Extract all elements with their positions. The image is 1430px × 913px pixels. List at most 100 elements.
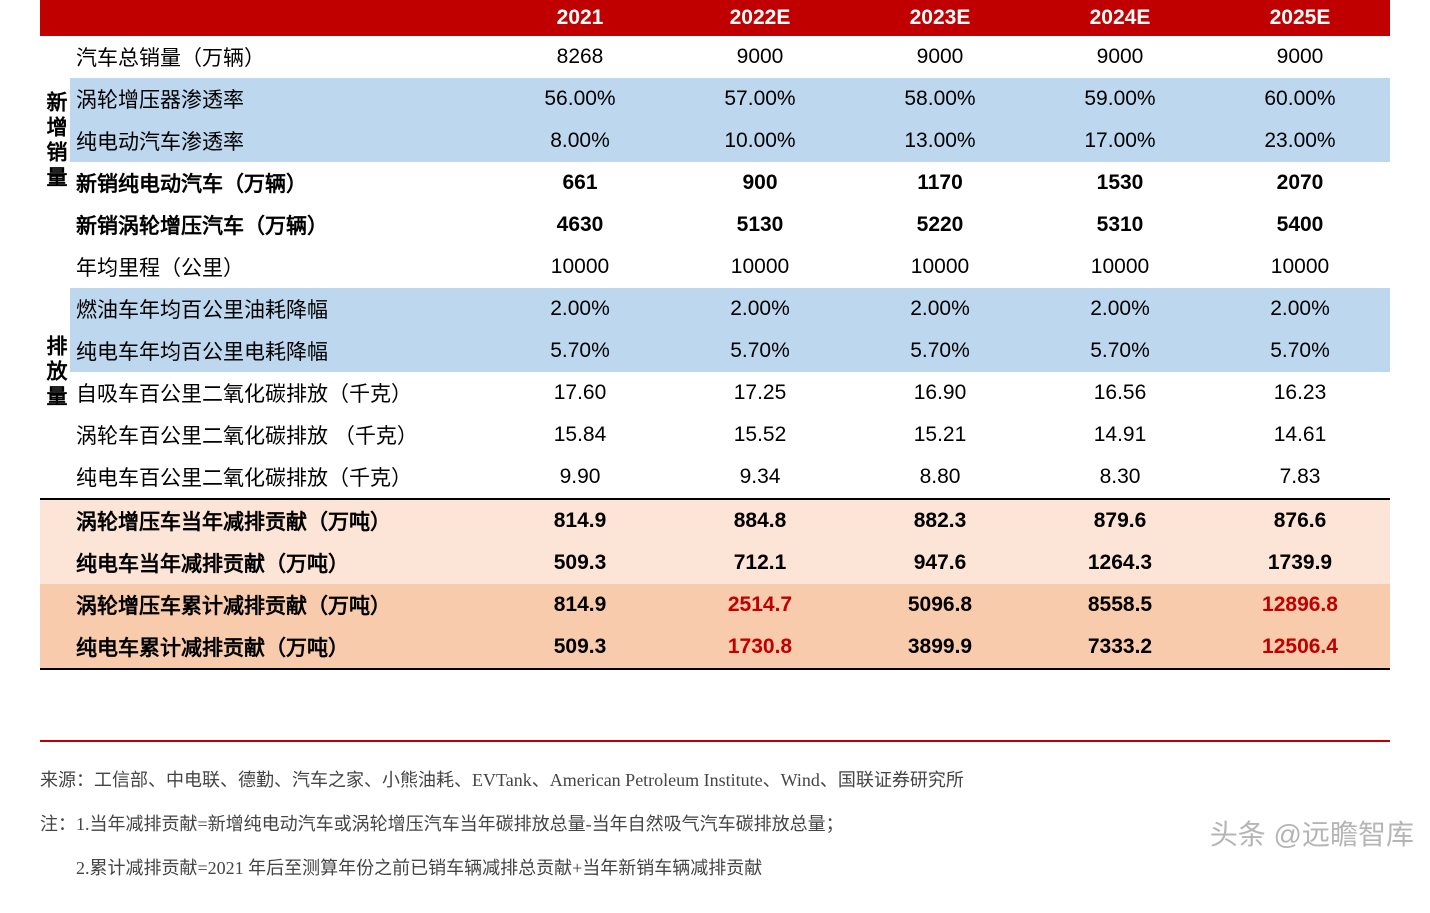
cell-value: 5096.8 — [850, 584, 1030, 626]
metric-label: 汽车总销量（万辆） — [70, 36, 490, 78]
table-row: 涡轮车百公里二氧化碳排放 （千克）15.8415.5215.2114.9114.… — [40, 414, 1390, 456]
metric-label: 年均里程（公里） — [70, 246, 490, 288]
table-row: 涡轮增压车当年减排贡献（万吨）814.9884.8882.3879.6876.6 — [40, 499, 1390, 542]
cell-value: 5.70% — [670, 330, 850, 372]
cell-value: 7333.2 — [1030, 626, 1210, 669]
metric-label: 自吸车百公里二氧化碳排放（千克） — [70, 372, 490, 414]
table-row: 新销涡轮增压汽车（万辆）46305130522053105400 — [40, 204, 1390, 246]
cell-value: 2514.7 — [670, 584, 850, 626]
cell-value: 9000 — [850, 36, 1030, 78]
header-year: 2022E — [670, 0, 850, 36]
note-2: 2.累计减排贡献=2021 年后至测算年份之前已销车辆减排总贡献+当年新销车辆减… — [40, 854, 1390, 880]
metric-label: 纯电车年均百公里电耗降幅 — [70, 330, 490, 372]
table-row: 排放量年均里程（公里）1000010000100001000010000 — [40, 246, 1390, 288]
cell-value: 10000 — [850, 246, 1030, 288]
cell-value: 947.6 — [850, 542, 1030, 584]
cell-value: 814.9 — [490, 499, 670, 542]
table-row: 涡轮增压器渗透率56.00%57.00%58.00%59.00%60.00% — [40, 78, 1390, 120]
metric-label: 涡轮车百公里二氧化碳排放 （千克） — [70, 414, 490, 456]
metric-label: 新销纯电动汽车（万辆） — [70, 162, 490, 204]
cell-value: 15.52 — [670, 414, 850, 456]
cell-value: 15.84 — [490, 414, 670, 456]
cell-value: 3899.9 — [850, 626, 1030, 669]
cell-value: 1530 — [1030, 162, 1210, 204]
cell-value: 882.3 — [850, 499, 1030, 542]
cell-value: 57.00% — [670, 78, 850, 120]
metric-label: 纯电动汽车渗透率 — [70, 120, 490, 162]
cell-value: 8268 — [490, 36, 670, 78]
cell-value: 2.00% — [670, 288, 850, 330]
cell-value: 56.00% — [490, 78, 670, 120]
cell-value: 5.70% — [1210, 330, 1390, 372]
cell-value: 900 — [670, 162, 850, 204]
table-row: 纯电车累计减排贡献（万吨）509.31730.83899.97333.21250… — [40, 626, 1390, 669]
cell-value: 5.70% — [850, 330, 1030, 372]
cell-value: 8558.5 — [1030, 584, 1210, 626]
cell-value: 60.00% — [1210, 78, 1390, 120]
cell-value: 17.25 — [670, 372, 850, 414]
cell-value: 1739.9 — [1210, 542, 1390, 584]
data-table: 2021 2022E 2023E 2024E 2025E 新增销量汽车总销量（万… — [40, 0, 1390, 670]
table-header-row: 2021 2022E 2023E 2024E 2025E — [40, 0, 1390, 36]
cell-value: 9000 — [1210, 36, 1390, 78]
cell-value: 2.00% — [490, 288, 670, 330]
cell-value: 12896.8 — [1210, 584, 1390, 626]
cell-value: 9.34 — [670, 456, 850, 499]
cell-value: 1170 — [850, 162, 1030, 204]
metric-label: 涡轮增压车当年减排贡献（万吨） — [70, 499, 490, 542]
cell-value: 58.00% — [850, 78, 1030, 120]
cell-value: 2.00% — [1210, 288, 1390, 330]
cell-value: 1264.3 — [1030, 542, 1210, 584]
cell-value: 14.61 — [1210, 414, 1390, 456]
cell-value: 17.60 — [490, 372, 670, 414]
cell-value: 2.00% — [850, 288, 1030, 330]
cell-value: 879.6 — [1030, 499, 1210, 542]
cell-value: 15.21 — [850, 414, 1030, 456]
cell-value: 2070 — [1210, 162, 1390, 204]
table-row: 涡轮增压车累计减排贡献（万吨）814.92514.75096.88558.512… — [40, 584, 1390, 626]
cell-value: 10.00% — [670, 120, 850, 162]
cell-value: 9000 — [1030, 36, 1210, 78]
metric-label: 纯电车当年减排贡献（万吨） — [70, 542, 490, 584]
cell-value: 661 — [490, 162, 670, 204]
cell-value: 8.30 — [1030, 456, 1210, 499]
cell-value: 12506.4 — [1210, 626, 1390, 669]
cell-value: 876.6 — [1210, 499, 1390, 542]
header-blank-2 — [70, 0, 490, 36]
table-row: 纯电车百公里二氧化碳排放（千克）9.909.348.808.307.83 — [40, 456, 1390, 499]
cell-value: 2.00% — [1030, 288, 1210, 330]
table-row: 新销纯电动汽车（万辆）661900117015302070 — [40, 162, 1390, 204]
cell-value: 10000 — [670, 246, 850, 288]
cell-value: 5400 — [1210, 204, 1390, 246]
cell-value: 16.90 — [850, 372, 1030, 414]
table-row: 纯电车当年减排贡献（万吨）509.3712.1947.61264.31739.9 — [40, 542, 1390, 584]
cell-value: 509.3 — [490, 626, 670, 669]
group-blank — [40, 499, 70, 542]
cell-value: 5.70% — [1030, 330, 1210, 372]
table-row: 燃油车年均百公里油耗降幅2.00%2.00%2.00%2.00%2.00% — [40, 288, 1390, 330]
cell-value: 8.80 — [850, 456, 1030, 499]
cell-value: 509.3 — [490, 542, 670, 584]
cell-value: 9000 — [670, 36, 850, 78]
metric-label: 涡轮增压器渗透率 — [70, 78, 490, 120]
metric-label: 纯电车累计减排贡献（万吨） — [70, 626, 490, 669]
group-blank — [40, 584, 70, 626]
group-blank — [40, 626, 70, 669]
cell-value: 5220 — [850, 204, 1030, 246]
cell-value: 814.9 — [490, 584, 670, 626]
cell-value: 712.1 — [670, 542, 850, 584]
cell-value: 10000 — [1030, 246, 1210, 288]
cell-value: 59.00% — [1030, 78, 1210, 120]
cell-value: 16.23 — [1210, 372, 1390, 414]
cell-value: 9.90 — [490, 456, 670, 499]
cell-value: 23.00% — [1210, 120, 1390, 162]
cell-value: 5.70% — [490, 330, 670, 372]
cell-value: 13.00% — [850, 120, 1030, 162]
cell-value: 4630 — [490, 204, 670, 246]
notes-block: 来源：工信部、中电联、德勤、汽车之家、小熊油耗、EVTank、American … — [40, 766, 1390, 880]
cell-value: 8.00% — [490, 120, 670, 162]
cell-value: 16.56 — [1030, 372, 1210, 414]
cell-value: 1730.8 — [670, 626, 850, 669]
source-note: 来源：工信部、中电联、德勤、汽车之家、小熊油耗、EVTank、American … — [40, 766, 1390, 792]
metric-label: 涡轮增压车累计减排贡献（万吨） — [70, 584, 490, 626]
